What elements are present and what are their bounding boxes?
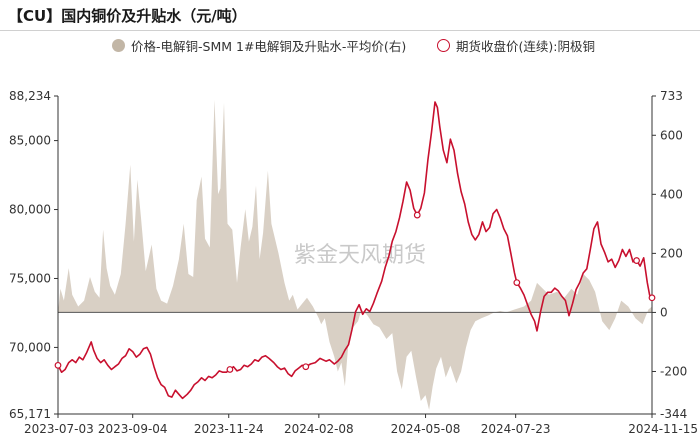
- left-tick-label: 70,000: [9, 340, 51, 354]
- x-tick-label: 2023-11-24: [194, 422, 264, 436]
- right-tick-label: 0: [660, 305, 668, 319]
- futures-price-marker: [226, 366, 234, 373]
- chart-title: 【CU】国内铜价及升贴水（元/吨）: [8, 7, 247, 25]
- x-tick-label: 2023-09-04: [98, 422, 168, 436]
- right-tick-label: -200: [660, 364, 687, 378]
- x-tick-label: 2024-05-08: [391, 422, 461, 436]
- legend-item-premium[interactable]: 价格-电解铜-SMM 1#电解铜及升贴水-平均价(右): [112, 36, 406, 54]
- right-tick-label: 600: [660, 128, 683, 142]
- x-tick-label: 2024-07-23: [481, 422, 551, 436]
- left-tick-label: 85,000: [9, 134, 51, 148]
- futures-price-line: [57, 101, 653, 400]
- right-tick-label: -344: [660, 407, 687, 421]
- watermark-text: 紫金天风期货: [294, 243, 426, 268]
- legend-swatch-premium: [112, 38, 125, 52]
- left-tick-label: 88,234: [9, 89, 51, 103]
- futures-price-marker: [302, 363, 310, 371]
- legend-label-futures: 期货收盘价(连续):阴极铜: [456, 38, 595, 54]
- futures-price-marker: [648, 294, 656, 302]
- futures-price-marker: [513, 279, 521, 287]
- x-tick-label: 2024-11-15: [628, 422, 698, 436]
- left-tick-label: 75,000: [9, 271, 51, 285]
- futures-price-marker: [633, 257, 640, 264]
- left-tick-label: 80,000: [9, 203, 51, 217]
- title-divider: [0, 30, 700, 31]
- right-tick-label: 400: [660, 187, 683, 201]
- futures-price-marker: [54, 361, 62, 369]
- x-tick-label: 2024-02-08: [284, 422, 354, 436]
- right-tick-label: 200: [660, 246, 683, 260]
- left-tick-label: 65,171: [9, 407, 51, 421]
- x-tick-label: 2023-07-03: [24, 422, 94, 436]
- legend-item-futures[interactable]: 期货收盘价(连续):阴极铜: [437, 36, 595, 54]
- futures-price-marker: [413, 211, 421, 219]
- right-tick-label: 733: [660, 89, 683, 103]
- legend-swatch-futures: [437, 38, 450, 52]
- legend-label-premium: 价格-电解铜-SMM 1#电解铜及升贴水-平均价(右): [131, 38, 407, 54]
